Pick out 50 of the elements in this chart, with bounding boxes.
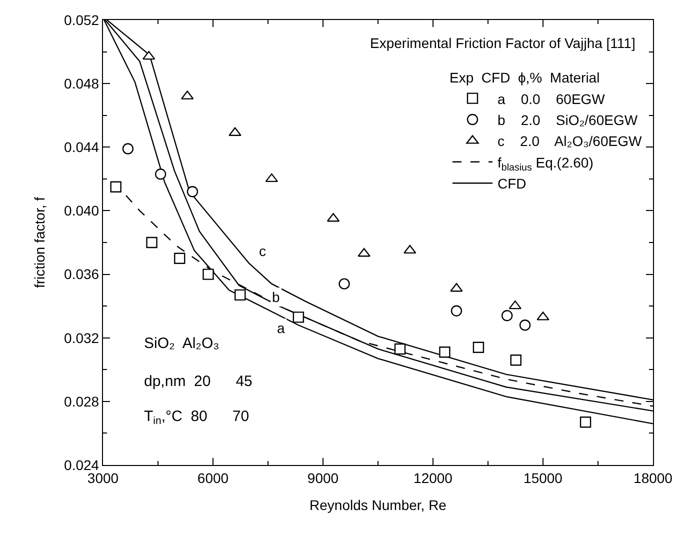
y-tick-label: 0.044 — [64, 139, 100, 156]
point — [110, 181, 122, 192]
point — [142, 50, 156, 60]
x-tick-label: 12000 — [414, 470, 453, 486]
point — [265, 173, 278, 182]
point — [234, 289, 246, 301]
x-tick-label: 15000 — [524, 470, 563, 486]
point — [292, 312, 304, 323]
point — [146, 236, 158, 248]
legend-label: f$_{blasius}$ Eq.(2.60) — [498, 154, 594, 174]
x-tick-label: 18000 — [634, 470, 673, 486]
point — [174, 252, 186, 264]
x-tick-label: 6000 — [197, 470, 229, 486]
legend-title: Exp CFD ϕ,% Material — [450, 70, 600, 86]
y-tick-label: 0.048 — [64, 75, 100, 92]
point — [501, 310, 513, 322]
point — [472, 342, 484, 353]
annotation: SiO₂ Al₂O₃ — [144, 335, 220, 352]
annotation: T$_{in}$,°C 80 70 — [144, 408, 250, 428]
y-tick-label: 0.032 — [64, 330, 100, 346]
point — [450, 282, 463, 292]
annotation: a — [277, 320, 285, 336]
point — [154, 168, 166, 180]
point — [580, 416, 592, 428]
point — [202, 268, 214, 280]
legend-label: c 2.0 Al₂O₃/60EGW — [498, 133, 642, 150]
y-axis-title: friction factor, f — [32, 196, 48, 288]
annotation: b — [272, 289, 280, 305]
point — [394, 343, 406, 355]
legend-label: b 2.0 SiO₂/60EGW — [498, 112, 638, 128]
point — [519, 320, 531, 331]
legend-label: CFD — [498, 176, 526, 192]
legend-label: a 0.0 60EGW — [498, 90, 606, 107]
point — [186, 186, 198, 198]
x-axis-title: Reynolds Number, Re — [310, 497, 447, 514]
point — [439, 346, 450, 358]
point — [450, 305, 462, 316]
annotation: c — [259, 243, 266, 259]
text: Experimental Friction Factor of Vajjha [111] — [370, 35, 636, 51]
point — [508, 300, 522, 310]
y-tick-label: 0.028 — [64, 393, 100, 410]
annotation: dp,nm 20 45 — [144, 373, 252, 390]
y-tick-label: 0.036 — [64, 266, 100, 282]
point — [404, 244, 416, 254]
y-tick-label: 0.052 — [64, 12, 100, 28]
x-tick-label: 9000 — [307, 470, 339, 486]
y-tick-label: 0.040 — [64, 202, 100, 219]
point — [122, 143, 134, 154]
point — [510, 354, 522, 366]
point — [338, 278, 350, 290]
